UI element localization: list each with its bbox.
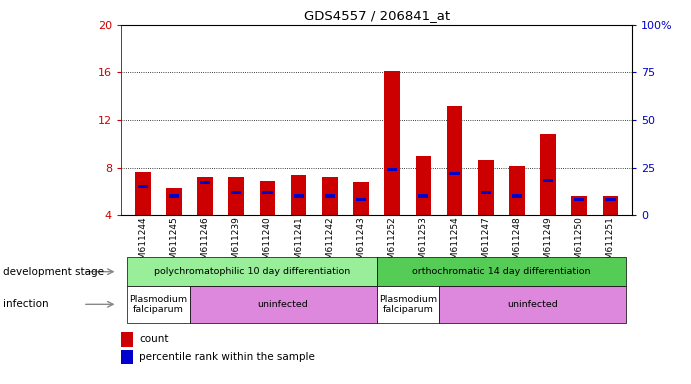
Bar [291, 175, 306, 215]
Bar [418, 194, 428, 198]
Bar [322, 177, 338, 215]
Bar [200, 181, 210, 184]
Bar [356, 198, 366, 202]
Text: infection: infection [3, 299, 49, 310]
Bar [603, 196, 618, 215]
Text: uninfected: uninfected [258, 300, 308, 309]
Bar [481, 190, 491, 194]
Text: orthochromatic 14 day differentiation: orthochromatic 14 day differentiation [412, 267, 591, 276]
Bar [198, 177, 213, 215]
Bar [543, 179, 553, 182]
Bar [260, 180, 275, 215]
Bar [512, 194, 522, 198]
Bar [229, 177, 244, 215]
Bar [387, 168, 397, 171]
Bar [540, 134, 556, 215]
Bar [325, 194, 335, 198]
Bar [384, 71, 400, 215]
Bar [574, 198, 585, 202]
Bar [415, 156, 431, 215]
Bar [166, 188, 182, 215]
Text: polychromatophilic 10 day differentiation: polychromatophilic 10 day differentiatio… [154, 267, 350, 276]
Bar [447, 106, 462, 215]
Bar [138, 185, 148, 188]
Bar [294, 194, 304, 198]
Bar [135, 172, 151, 215]
Bar [449, 172, 460, 175]
Text: Plasmodium
falciparum: Plasmodium falciparum [129, 295, 187, 314]
Bar [605, 198, 616, 202]
Bar [231, 190, 241, 194]
Bar [571, 196, 587, 215]
Bar [353, 182, 369, 215]
Text: development stage: development stage [3, 266, 104, 277]
Bar [478, 161, 493, 215]
Text: count: count [139, 334, 169, 344]
Text: uninfected: uninfected [507, 300, 558, 309]
Bar [263, 190, 272, 194]
Text: Plasmodium
falciparum: Plasmodium falciparum [379, 295, 437, 314]
Bar [509, 166, 524, 215]
Title: GDS4557 / 206841_at: GDS4557 / 206841_at [303, 9, 450, 22]
Bar [169, 194, 179, 198]
Text: percentile rank within the sample: percentile rank within the sample [139, 352, 315, 362]
